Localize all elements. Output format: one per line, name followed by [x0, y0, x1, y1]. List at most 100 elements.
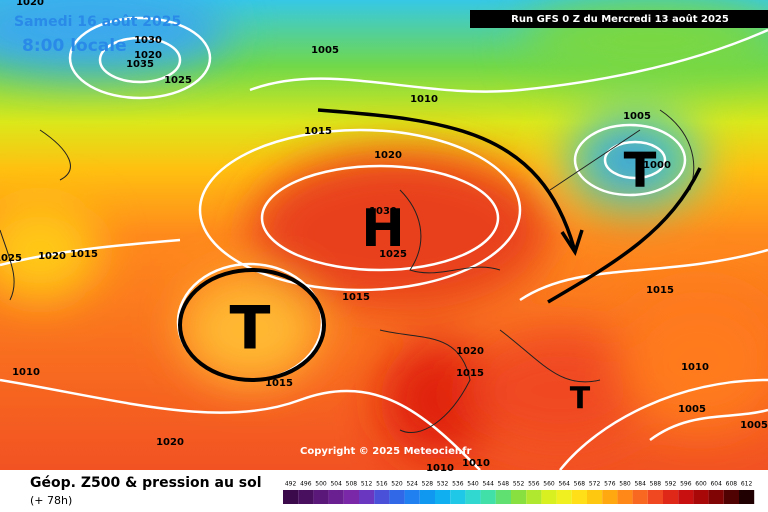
isobar-label: 1015 [70, 249, 98, 260]
scale-swatch [298, 490, 314, 504]
scale-label: 596 [680, 481, 692, 488]
scale-swatch [359, 490, 375, 504]
scale-label: 576 [604, 481, 616, 488]
scale-label: 544 [482, 481, 494, 488]
isobar-label: 1005 [740, 420, 768, 431]
scale-swatch [511, 490, 527, 504]
pressure-center: H [361, 199, 405, 259]
scale-label: 532 [437, 481, 449, 488]
scale-label: 600 [695, 481, 707, 488]
scale-swatch [283, 490, 299, 504]
scale-label: 564 [558, 481, 570, 488]
scale-label: 520 [391, 481, 403, 488]
scale-label: 540 [467, 481, 479, 488]
isobar-label: 1020 [134, 50, 162, 61]
scale-swatch [404, 490, 420, 504]
scale-label: 560 [543, 481, 555, 488]
isobar-label: 1010 [12, 367, 40, 378]
pressure-center: T [570, 382, 591, 417]
isobar-label: 1005 [311, 45, 339, 56]
scale-label: 580 [619, 481, 631, 488]
scale-swatch [617, 490, 633, 504]
scale-label: 516 [376, 481, 388, 488]
isobar-label: 1005 [678, 404, 706, 415]
isobar-label: 1015 [342, 292, 370, 303]
isobar-label: 1015 [456, 368, 484, 379]
isobar-label: 1000 [643, 160, 671, 171]
scale-swatch [435, 490, 451, 504]
scale-label: 492 [285, 481, 297, 488]
scale-swatch [723, 490, 739, 504]
flow-arrows [317, 108, 702, 304]
low-outline [178, 268, 326, 382]
pressure-center: T [624, 143, 657, 199]
scale-swatch [647, 490, 663, 504]
legend-subtitle: (+ 78h) [30, 494, 72, 507]
isobar-label: 1035 [126, 59, 154, 70]
isobar-label: 1010 [681, 362, 709, 373]
scale-swatch [739, 490, 755, 504]
scale-swatch [708, 490, 724, 504]
run-label: Run GFS 0 Z du Mercredi 13 août 2025 [511, 13, 729, 25]
scale-swatch [556, 490, 572, 504]
scale-swatch [602, 490, 618, 504]
scale-label: 500 [315, 481, 327, 488]
scale-label: 512 [361, 481, 373, 488]
scale-swatch [526, 490, 542, 504]
legend-title: Géop. Z500 & pression au sol [30, 475, 262, 491]
scale-swatch [663, 490, 679, 504]
scale-swatch [587, 490, 603, 504]
scale-label: 608 [726, 481, 738, 488]
date-label: Samedi 16 août 2025 [14, 14, 181, 30]
scale-label: 552 [513, 481, 525, 488]
isobar-label: 1025 [0, 253, 22, 264]
scale-swatch [328, 490, 344, 504]
isobar-label: 1005 [623, 111, 651, 122]
scale-swatch [480, 490, 496, 504]
scale-swatch [389, 490, 405, 504]
scale-label: 604 [710, 481, 722, 488]
scale-swatch [374, 490, 390, 504]
coastlines [0, 109, 695, 434]
scale-swatch [693, 490, 709, 504]
scale-swatch [313, 490, 329, 504]
isobar-label: 1020 [38, 251, 66, 262]
scale-swatch [678, 490, 694, 504]
run-box [470, 10, 768, 28]
isobar-label: 1010 [462, 458, 490, 469]
scale-swatch [343, 490, 359, 504]
scale-label: 524 [406, 481, 418, 488]
scale-label: 548 [498, 481, 510, 488]
pressure-center: T [230, 294, 271, 364]
scale-label: 568 [574, 481, 586, 488]
scale-label: 584 [634, 481, 646, 488]
scale-label: 508 [346, 481, 358, 488]
scale-label: 496 [300, 481, 312, 488]
scale-label: 572 [589, 481, 601, 488]
scale-swatch [419, 490, 435, 504]
scale-label: 528 [422, 481, 434, 488]
isobar-label: 1020 [456, 346, 484, 357]
scale-label: 592 [665, 481, 677, 488]
scale-swatch [571, 490, 587, 504]
scale-swatch [450, 490, 466, 504]
scale-label: 536 [452, 481, 464, 488]
isobar-label: 1030 [369, 206, 397, 217]
isobar-label: 1015 [304, 126, 332, 137]
scale-swatch [632, 490, 648, 504]
isobar-label: 1025 [164, 75, 192, 86]
time-label: 8:00 locale [22, 36, 127, 56]
isobar-label: 1015 [646, 285, 674, 296]
scale-swatch [465, 490, 481, 504]
color-scale: 492 496 500 504 508 512 516 520 524 528 532 536 540 5… [283, 481, 755, 504]
scale-swatch [495, 490, 511, 504]
isobar-label: 1030 [134, 35, 162, 46]
isobar-label: 1020 [374, 150, 402, 161]
isobar-label: 1010 [426, 463, 454, 474]
isobar-label: 1010 [410, 94, 438, 105]
isobar-label: 1020 [156, 437, 184, 448]
isobar-label: 1025 [379, 249, 407, 260]
scale-label: 556 [528, 481, 540, 488]
scale-label: 588 [650, 481, 662, 488]
